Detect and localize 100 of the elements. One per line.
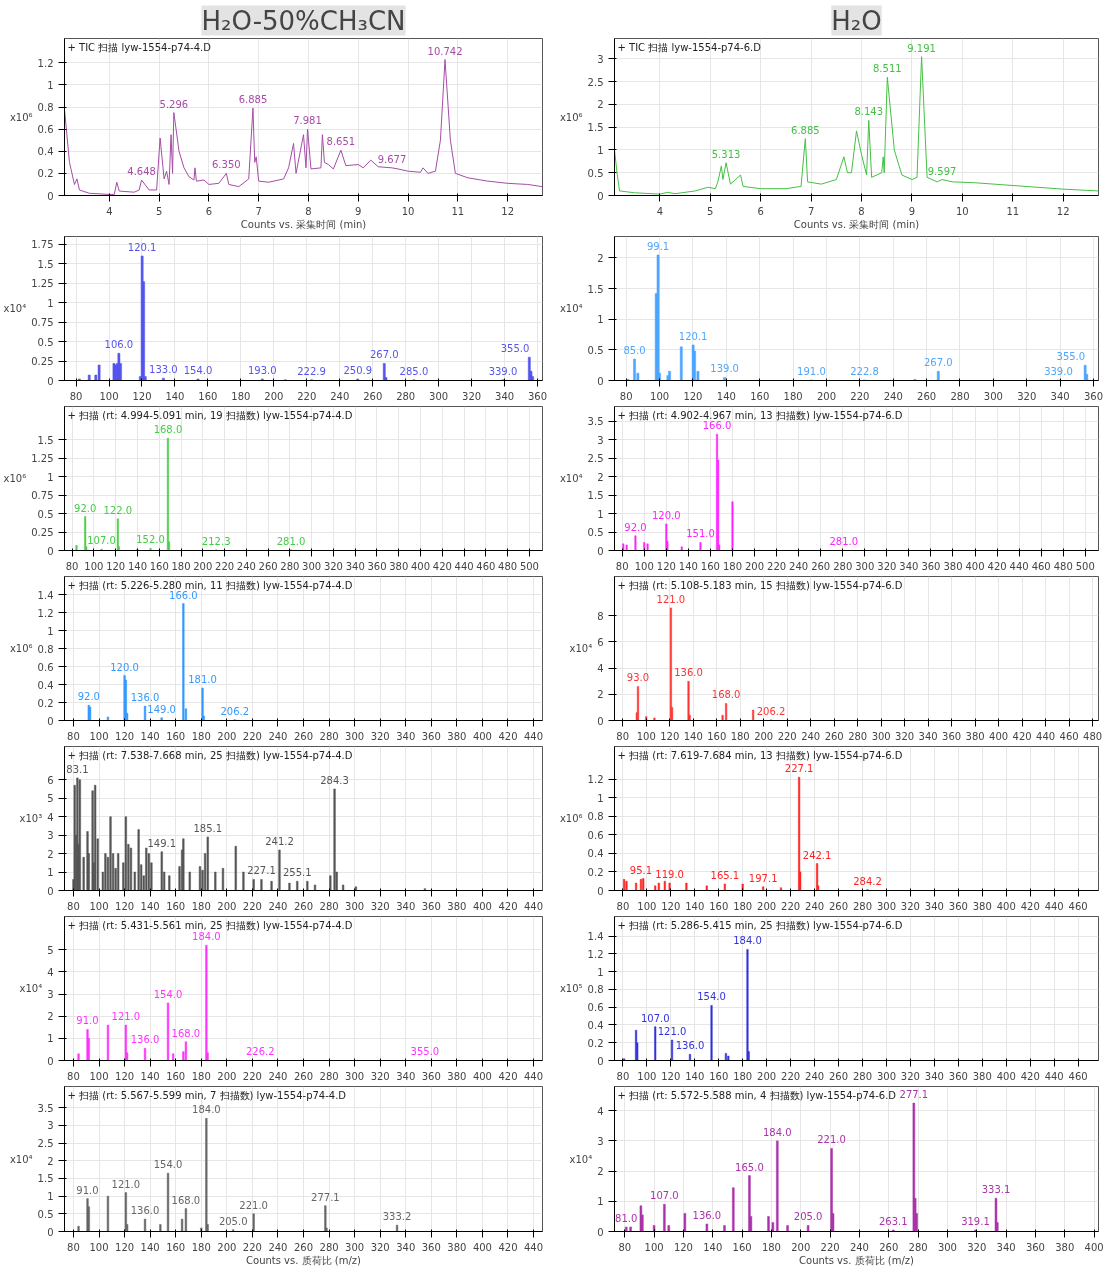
- y-tick-label: 0: [597, 1055, 604, 1067]
- x-tick-label: 400: [472, 1241, 492, 1253]
- y-axis-title: x10⁴: [569, 1153, 593, 1165]
- annotation: 166.0: [169, 589, 198, 601]
- y-tick-label: 0.2: [587, 866, 604, 878]
- x-tick-label: 360: [528, 390, 548, 402]
- x-tick-label: 300: [937, 1241, 957, 1253]
- y-tick-label: 3.5: [587, 416, 604, 428]
- annotation: 355.0: [1056, 351, 1086, 363]
- y-tick-label: 1: [597, 1196, 604, 1208]
- y-tick-label: 6: [47, 774, 54, 786]
- y-tick-label: 1: [47, 1033, 54, 1045]
- y-tick-label: 3: [597, 53, 604, 65]
- annotation: 6.350: [212, 159, 241, 171]
- x-tick-label: 100: [89, 900, 109, 912]
- x-tick-label: 480: [498, 560, 518, 572]
- y-tick-label: 8: [597, 610, 604, 622]
- x-tick-label: 120: [661, 900, 681, 912]
- x-tick-label: 160: [149, 560, 169, 572]
- x-tick-label: 220: [781, 900, 801, 912]
- x-tick-label: 10: [956, 205, 969, 217]
- x-tick-label: 80: [67, 900, 80, 912]
- x-tick-label: 420: [498, 900, 518, 912]
- annotation: 122.0: [103, 504, 133, 516]
- annotation: 8.651: [326, 136, 356, 148]
- annotation: 212.3: [201, 535, 231, 547]
- x-tick-label: 120: [132, 390, 152, 402]
- x-axis-title: Counts vs. 采集时间 (min): [240, 218, 367, 230]
- x-tick-label: 460: [476, 560, 496, 572]
- x-tick-label: 80: [67, 1241, 80, 1253]
- x-tick-label: 320: [370, 1070, 390, 1082]
- y-tick-label: 1.5: [37, 434, 54, 446]
- y-tick-label: 0: [597, 715, 604, 727]
- chart-title: H₂O-50%CH₃CN: [201, 5, 406, 36]
- chart-subtitle: + TIC 扫描 lyw-1554-p74-4.D: [67, 41, 212, 53]
- y-tick-label: 1.2: [37, 57, 54, 69]
- x-tick-label: 280: [848, 730, 868, 742]
- y-tick-label: 2: [47, 848, 54, 860]
- annotation: 83.1: [66, 763, 89, 775]
- x-tick-label: 180: [191, 900, 211, 912]
- x-tick-label: 280: [908, 1241, 928, 1253]
- x-tick-label: 12: [501, 205, 515, 217]
- y-tick-label: 0.6: [587, 1002, 604, 1014]
- chart-subtitle: + 扫描 (rt: 7.619-7.684 min, 13 扫描数) lyw-1554-p74-6.D: [617, 749, 903, 761]
- annotation: 93.0: [626, 672, 650, 684]
- x-tick-label: 220: [767, 560, 787, 572]
- annotation: 136.0: [674, 667, 703, 679]
- y-tick-label: 0.8: [587, 984, 604, 996]
- y-tick-label: 0.8: [587, 811, 604, 823]
- x-tick-label: 7: [255, 205, 262, 217]
- annotation: 91.0: [76, 1184, 99, 1196]
- y-tick-label: 0.2: [37, 168, 54, 180]
- annotation: 151.0: [686, 528, 715, 540]
- annotation: 136.0: [692, 1209, 722, 1221]
- annotation: 6.885: [238, 94, 268, 106]
- x-tick-label: 300: [345, 1070, 365, 1082]
- x-tick-label: 160: [709, 1070, 729, 1082]
- annotation: 226.2: [245, 1046, 275, 1058]
- x-tick-label: 140: [678, 560, 698, 572]
- x-tick-label: 140: [165, 390, 185, 402]
- x-tick-label: 260: [824, 730, 844, 742]
- annotation: 281.0: [829, 536, 859, 548]
- x-tick-label: 140: [140, 730, 160, 742]
- x-tick-label: 80: [67, 1070, 80, 1082]
- annotation: 121.0: [657, 1026, 687, 1038]
- x-tick-label: 460: [1068, 1070, 1088, 1082]
- y-axis-title: x10⁴: [569, 643, 593, 654]
- y-tick-label: 5: [47, 793, 54, 805]
- y-tick-label: 0.5: [37, 508, 54, 520]
- annotation: 168.0: [711, 689, 741, 701]
- annotation: 5.313: [711, 148, 741, 160]
- y-axis-title: x10⁵: [559, 983, 583, 994]
- x-tick-label: 400: [1084, 1241, 1104, 1253]
- x-tick-label: 440: [1044, 900, 1064, 912]
- x-tick-label: 120: [673, 1241, 693, 1253]
- x-tick-label: 340: [396, 1070, 416, 1082]
- chart-subtitle: + 扫描 (rt: 4.994-5.091 min, 19 扫描数) lyw-1554-p74-4.D: [67, 409, 353, 421]
- y-tick-label: 0: [47, 375, 54, 387]
- x-tick-label: 160: [709, 900, 729, 912]
- y-tick-label: 1: [47, 625, 54, 637]
- x-tick-label: 360: [421, 1241, 441, 1253]
- y-tick-label: 0: [47, 715, 54, 727]
- annotation: 277.1: [311, 1191, 340, 1203]
- annotation: 333.2: [382, 1211, 412, 1223]
- x-tick-label: 400: [472, 900, 492, 912]
- x-tick-label: 240: [268, 1070, 288, 1082]
- x-tick-label: 400: [472, 730, 492, 742]
- annotation: 184.0: [192, 931, 221, 943]
- y-axis-title: x10⁶: [559, 111, 583, 123]
- x-tick-label: 100: [634, 560, 654, 572]
- x-tick-label: 280: [852, 1070, 873, 1082]
- chart-subtitle: + 扫描 (rt: 5.572-5.588 min, 4 扫描数) lyw-1554-p74-6.D: [617, 1089, 897, 1101]
- y-axis-title: x10⁶: [559, 813, 583, 824]
- y-tick-label: 1: [47, 1191, 54, 1203]
- x-tick-label: 120: [115, 900, 135, 912]
- x-tick-label: 140: [716, 390, 736, 402]
- y-tick-label: 1: [597, 314, 604, 326]
- x-tick-label: 320: [370, 730, 390, 742]
- y-tick-label: 1.25: [31, 453, 54, 465]
- x-tick-label: 140: [703, 1241, 723, 1253]
